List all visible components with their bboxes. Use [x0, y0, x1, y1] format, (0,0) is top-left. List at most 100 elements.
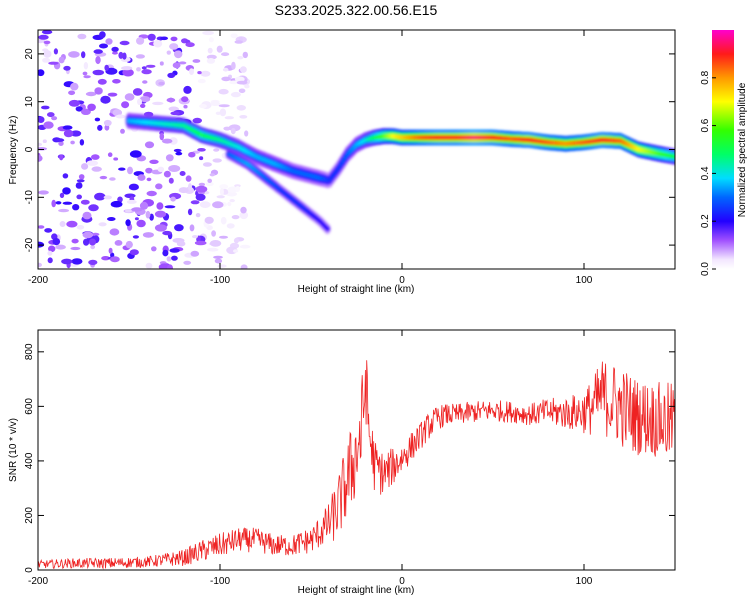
noise-blob [94, 192, 106, 201]
main-ridge-core [340, 158, 346, 164]
noise-blob [68, 90, 76, 96]
noise-blob [166, 50, 171, 55]
noise-blob [190, 250, 200, 257]
noise-blob [63, 129, 74, 138]
noise-blob [47, 112, 55, 118]
noise-blob [112, 51, 118, 55]
noise-blob [200, 70, 211, 77]
noise-blob [55, 201, 62, 205]
noise-blob [141, 69, 152, 75]
noise-blob [97, 78, 107, 85]
noise-blob [91, 232, 100, 236]
noise-blob [119, 40, 130, 46]
main-ridge-core [338, 162, 343, 167]
noise-blob [59, 221, 66, 227]
noise-blob [240, 66, 247, 73]
noise-blob [234, 40, 243, 44]
noise-blob [61, 258, 73, 265]
noise-blob [134, 217, 139, 221]
noise-blob [83, 75, 91, 79]
noise-blob [105, 38, 113, 45]
noise-blob [136, 67, 141, 72]
noise-blob [194, 240, 207, 246]
noise-blob [68, 51, 80, 58]
spectrogram-ridge [125, 112, 675, 235]
noise-blob [202, 30, 215, 36]
noise-blob [51, 116, 58, 121]
noise-blob [174, 224, 184, 232]
noise-blob [38, 116, 45, 123]
noise-blob [233, 249, 239, 253]
spectrogram-ytick-label: -10 [24, 190, 35, 205]
snr-xlabel: Height of straight line (km) [298, 585, 415, 596]
noise-blob [59, 192, 65, 198]
noise-blob [76, 194, 82, 200]
noise-blob [62, 201, 73, 205]
noise-blob [144, 141, 155, 149]
noise-blob [169, 137, 178, 145]
noise-blob [226, 191, 238, 197]
noise-blob [56, 138, 65, 142]
colorbar-tick-label: 0.8 [700, 70, 711, 84]
noise-blob [169, 43, 179, 50]
noise-blob [178, 187, 189, 194]
colorbar-label: Normalized spectral amplitude [737, 82, 748, 217]
noise-blob [82, 211, 92, 220]
noise-blob [48, 245, 56, 253]
noise-blob [149, 213, 154, 221]
noise-blob [142, 80, 148, 84]
snr-xtick-label: 0 [399, 576, 405, 587]
noise-blob [187, 208, 193, 216]
noise-blob [41, 105, 50, 110]
noise-blob [154, 224, 167, 232]
noise-blob [168, 165, 181, 172]
noise-blob [62, 187, 71, 195]
noise-blob [125, 219, 131, 227]
noise-blob [233, 238, 240, 244]
noise-blob [100, 95, 111, 104]
noise-blob [162, 230, 172, 236]
noise-blob [235, 186, 241, 192]
snr-xtick-label: -100 [210, 576, 230, 587]
noise-blob [220, 216, 227, 225]
noise-blob [42, 139, 47, 143]
noise-blob [135, 54, 145, 59]
noise-blob [212, 158, 222, 163]
noise-blob [42, 48, 49, 52]
noise-blob [197, 71, 202, 75]
noise-blob [104, 64, 109, 71]
noise-blob [62, 125, 73, 130]
noise-blob [140, 96, 151, 103]
noise-blob [239, 244, 251, 249]
noise-blob [205, 181, 214, 187]
main-ridge-core [336, 165, 341, 171]
noise-blob [219, 108, 227, 117]
noise-blob [70, 82, 79, 91]
noise-blob [229, 80, 239, 85]
noise-blob [122, 68, 134, 77]
noise-blob [197, 78, 206, 84]
noise-blob [141, 66, 147, 70]
snr-ytick-label: 200 [24, 507, 35, 524]
noise-blob [132, 235, 139, 239]
noise-blob [198, 182, 206, 187]
colorbar: 0.0 0.2 0.4 0.6 0.8 Normalized spectral ampl… [700, 30, 748, 276]
noise-blob [47, 250, 53, 256]
noise-blob [137, 98, 142, 106]
noise-blob [236, 105, 246, 111]
noise-blob [219, 235, 228, 239]
noise-blob [58, 141, 64, 146]
noise-blob [240, 264, 248, 269]
noise-blob [109, 177, 116, 181]
noise-blob [227, 201, 232, 207]
noise-blob [234, 76, 245, 82]
noise-blob [124, 209, 132, 213]
noise-blob [192, 59, 201, 63]
noise-blob [230, 91, 241, 98]
noise-blob [38, 34, 49, 40]
noise-blob [81, 163, 89, 170]
noise-blob [152, 101, 164, 106]
colorbar-ticks: 0.0 0.2 0.4 0.6 0.8 [700, 70, 716, 276]
noise-blob [146, 177, 152, 182]
